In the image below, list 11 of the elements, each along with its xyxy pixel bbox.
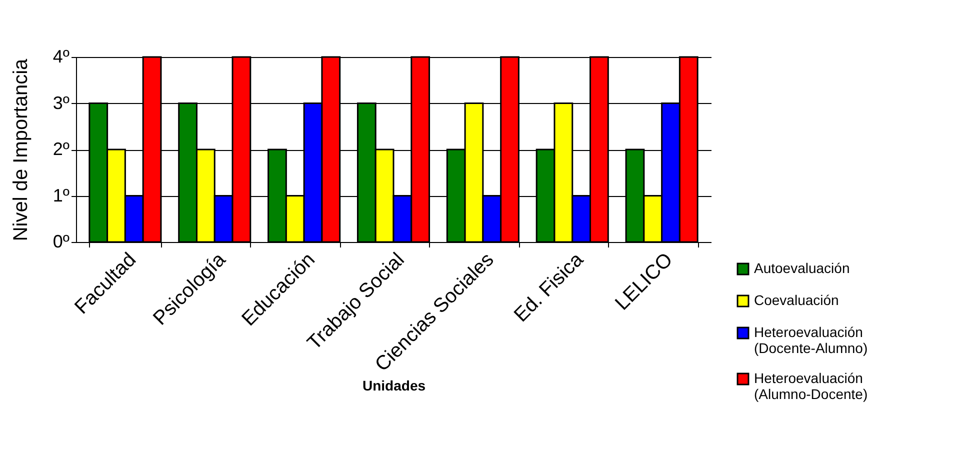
legend-label: Coevaluación — [754, 292, 839, 308]
y-tick-label: 0º — [52, 232, 70, 252]
y-tick-label: 2º — [52, 139, 70, 159]
y-tick-label: 1º — [52, 185, 70, 206]
legend-label: Autoevaluación — [754, 260, 850, 276]
y-axis-title: Nivel de Importancia — [10, 58, 32, 242]
legend-label: Heteroevaluación (Alumno-Docente) — [754, 370, 868, 402]
y-tick-label: 3º — [52, 92, 70, 113]
y-tick-label: 4º — [52, 46, 70, 66]
legend-label: Heteroevaluación (Docente-Alumno) — [754, 324, 868, 356]
x-axis-title: Unidades — [362, 377, 426, 394]
